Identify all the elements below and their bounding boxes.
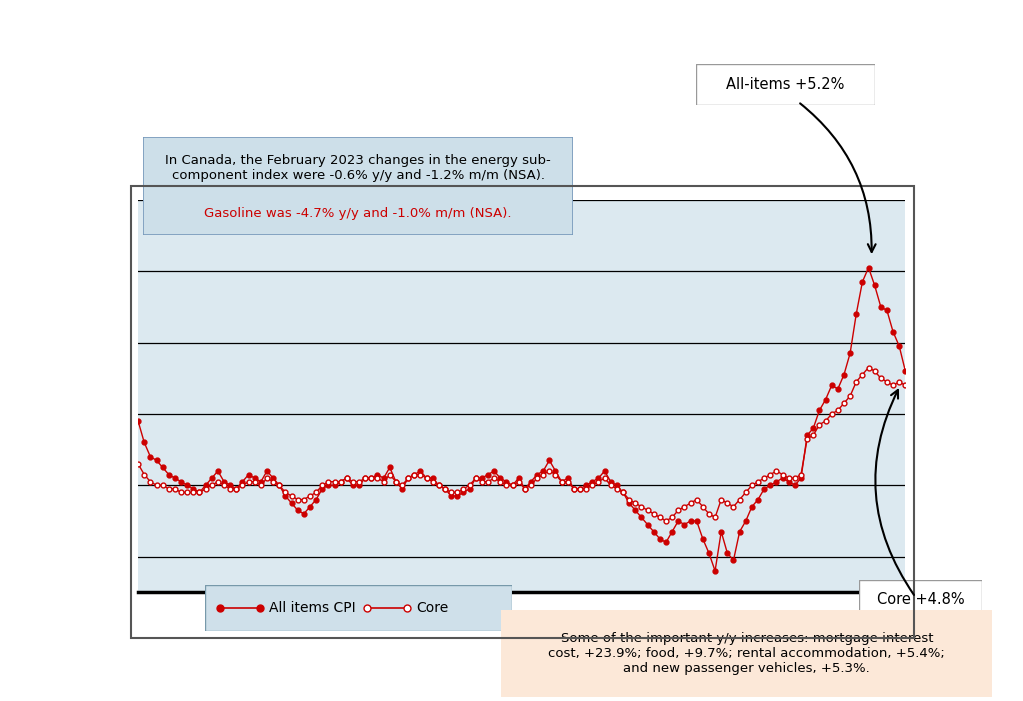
Text: CANADA INFLATION: ALL ITEMS CPI vs CORE*: CANADA INFLATION: ALL ITEMS CPI vs CORE* <box>284 28 739 46</box>
FancyBboxPatch shape <box>143 137 573 235</box>
Text: Core +4.8%: Core +4.8% <box>877 592 965 606</box>
Text: All-items +5.2%: All-items +5.2% <box>726 77 844 93</box>
Text: Core: Core <box>416 601 449 615</box>
FancyBboxPatch shape <box>205 585 512 631</box>
FancyBboxPatch shape <box>696 64 875 105</box>
Text: Gasoline was -4.7% y/y and -1.0% m/m (NSA).: Gasoline was -4.7% y/y and -1.0% m/m (NS… <box>205 207 512 219</box>
FancyBboxPatch shape <box>487 607 1007 700</box>
Text: Some of the important y/y increases: mortgage interest
cost, +23.9%; food, +9.7%: Some of the important y/y increases: mor… <box>548 632 945 675</box>
Text: All items CPI: All items CPI <box>269 601 356 615</box>
Text: In Canada, the February 2023 changes in the energy sub-
component index were -0.: In Canada, the February 2023 changes in … <box>165 154 551 182</box>
FancyBboxPatch shape <box>859 580 982 618</box>
